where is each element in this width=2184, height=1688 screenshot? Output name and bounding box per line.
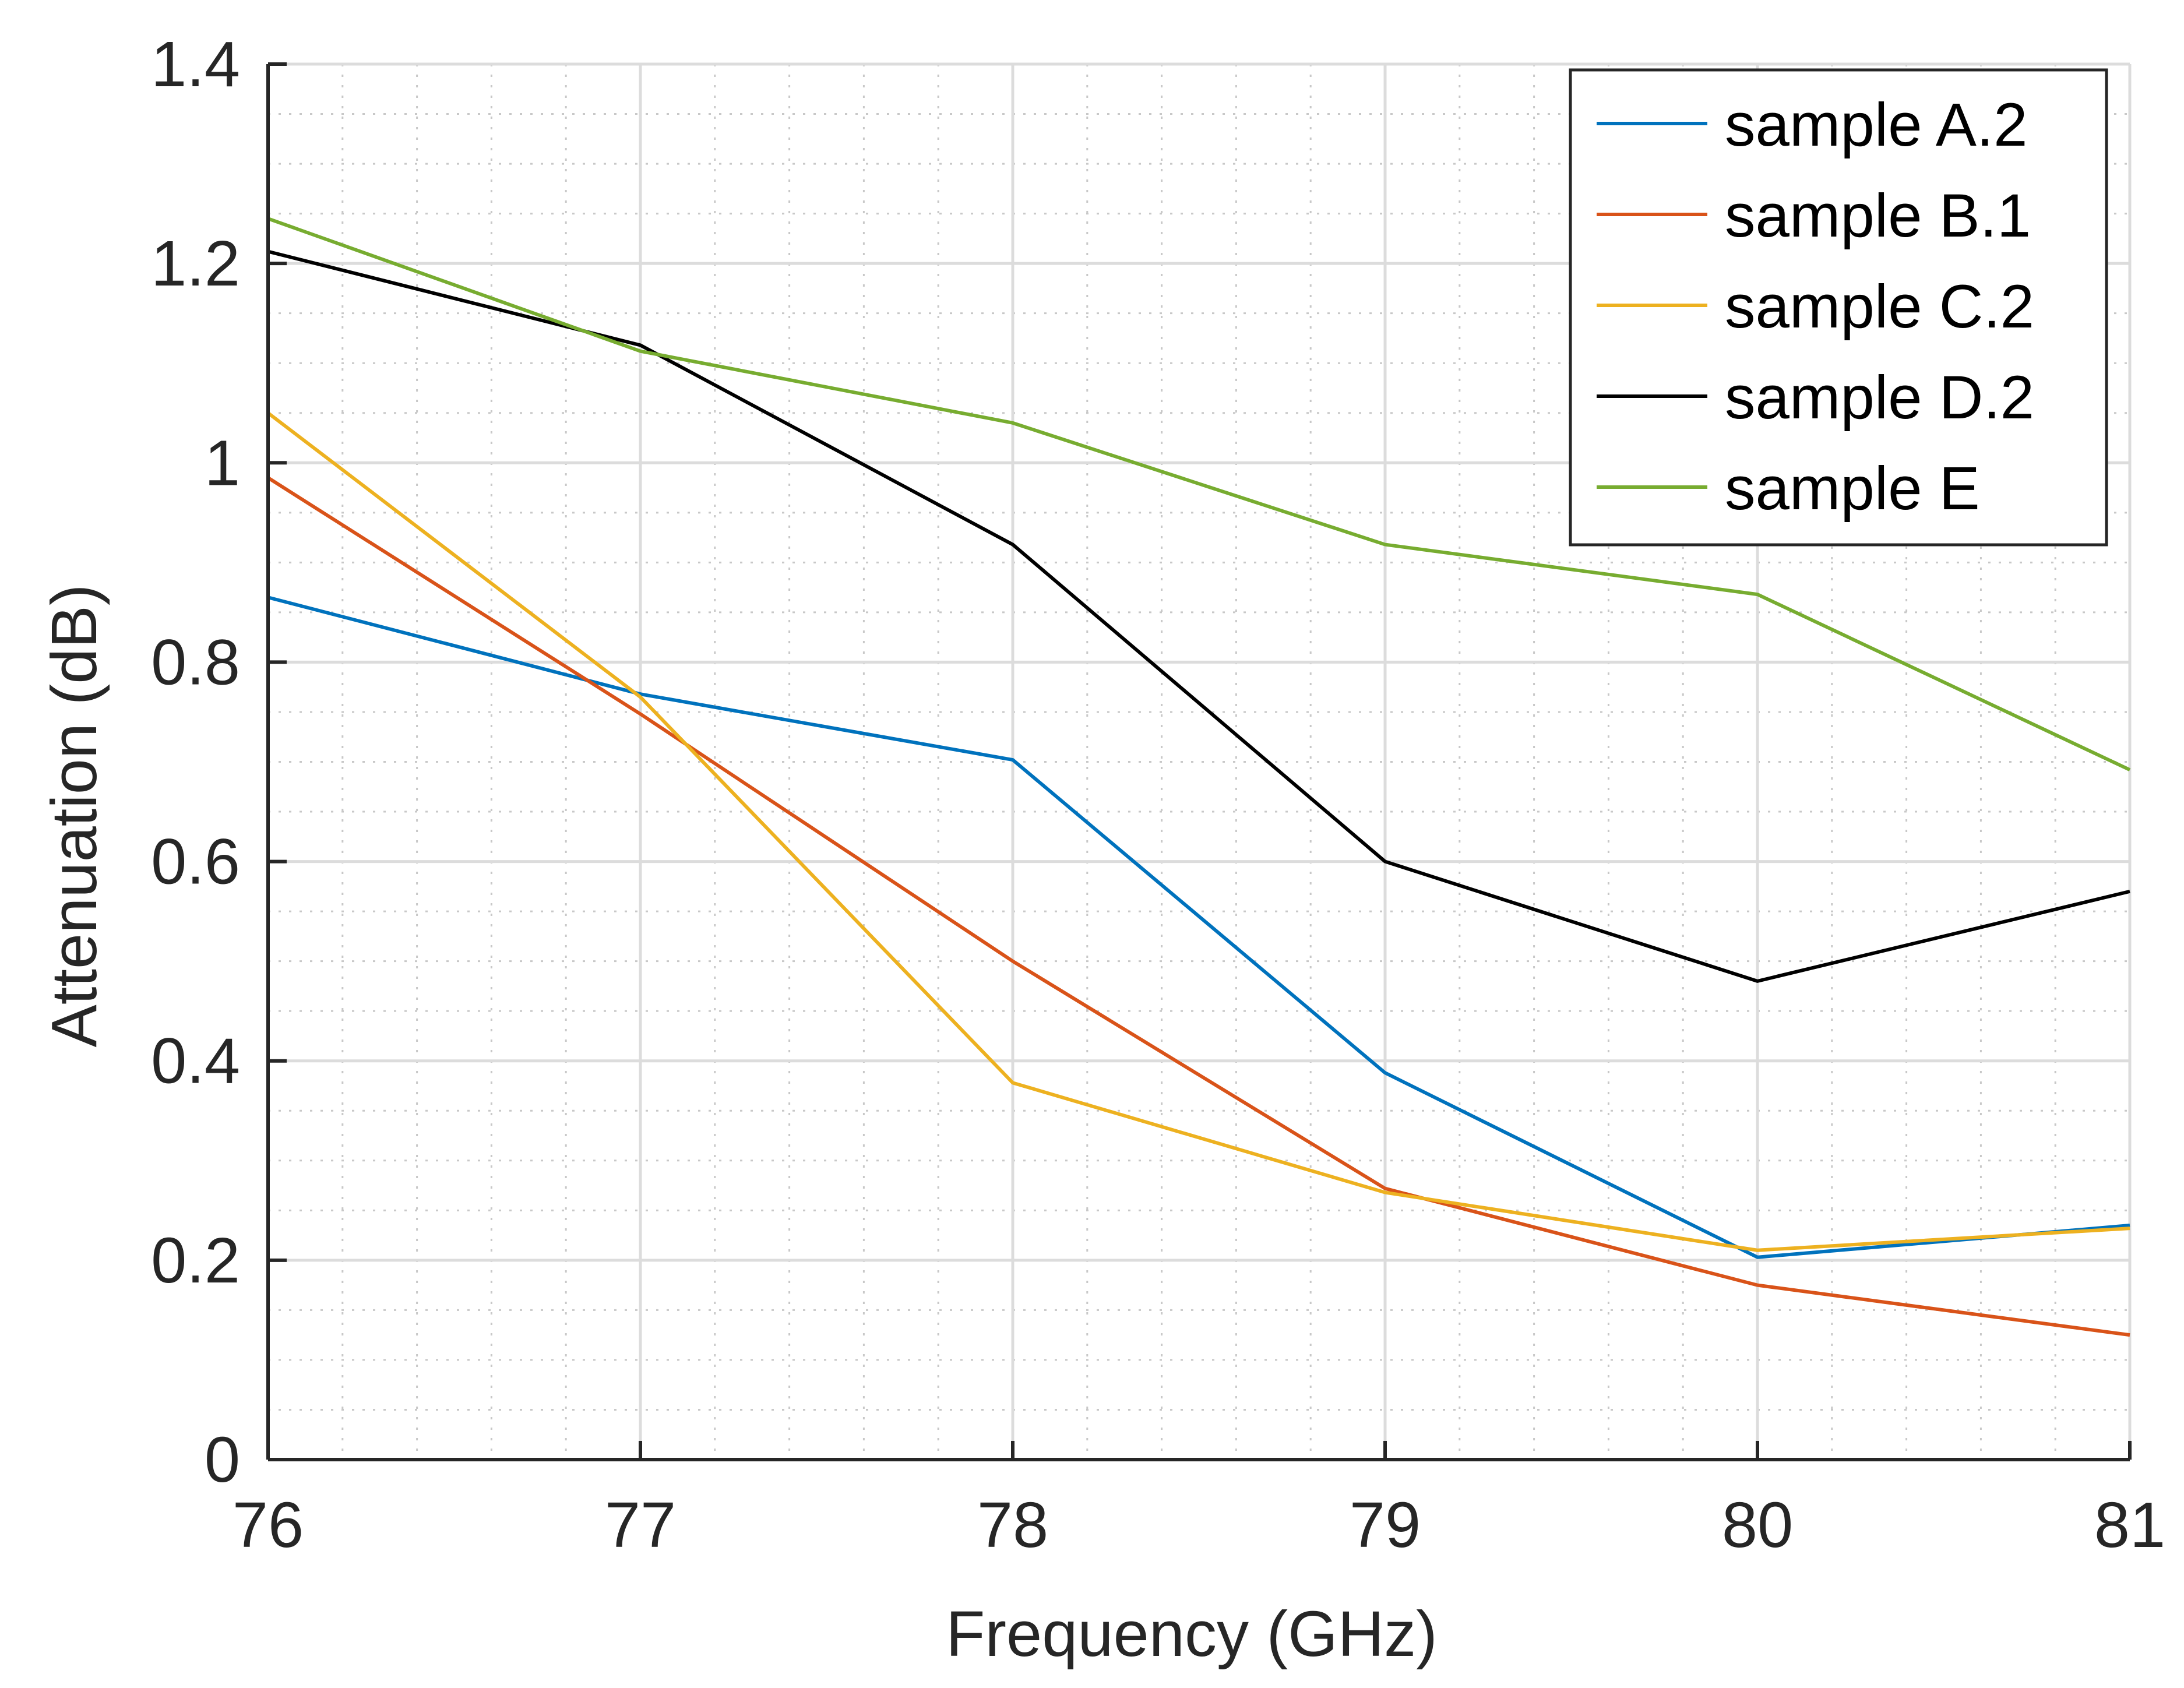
legend-label-5: sample E [1725, 454, 1980, 523]
x-tick-label: 80 [1722, 1489, 1793, 1561]
y-tick-label: 1.2 [151, 228, 240, 299]
y-tick-label: 0.6 [151, 826, 240, 898]
series-line-2 [267, 476, 2130, 1337]
y-tick-label: 1 [205, 427, 240, 499]
y-tick-label: 0.4 [151, 1026, 240, 1097]
legend-box [1569, 68, 2108, 547]
x-axis-title: Frequency (GHz) [946, 1598, 1438, 1670]
y-tick-label: 0.2 [151, 1225, 240, 1296]
series-line-3 [267, 411, 2130, 1252]
series-layer [267, 217, 2131, 1337]
series-line-5 [267, 217, 2131, 771]
legend-label-3: sample C.2 [1725, 273, 2034, 341]
legend-label-2: sample B.1 [1725, 182, 2031, 250]
x-tick-label: 81 [2094, 1489, 2165, 1561]
y-tick-label: 0.8 [151, 626, 240, 698]
x-tick-label: 78 [977, 1489, 1048, 1561]
y-tick-label: 0 [205, 1424, 240, 1496]
axes-layer [266, 62, 2132, 1461]
legend: sample A.2 sample B.1 sample C.2 sample D.2… [1569, 68, 2108, 547]
x-tick-labels: 76 77 78 79 80 81 [233, 1489, 2165, 1561]
y-tick-label: 1.4 [151, 29, 240, 100]
legend-label-4: sample D.2 [1725, 364, 2034, 432]
y-tick-labels: 0 0.2 0.4 0.6 0.8 1 1.2 1.4 [151, 29, 240, 1496]
x-tick-label: 76 [233, 1489, 304, 1561]
x-tick-label: 79 [1350, 1489, 1421, 1561]
y-axis-title: Attenuation (dB) [38, 584, 110, 1048]
legend-label-1: sample A.2 [1725, 91, 2027, 159]
series-line-1 [267, 595, 2130, 1259]
x-tick-label: 77 [605, 1489, 676, 1561]
